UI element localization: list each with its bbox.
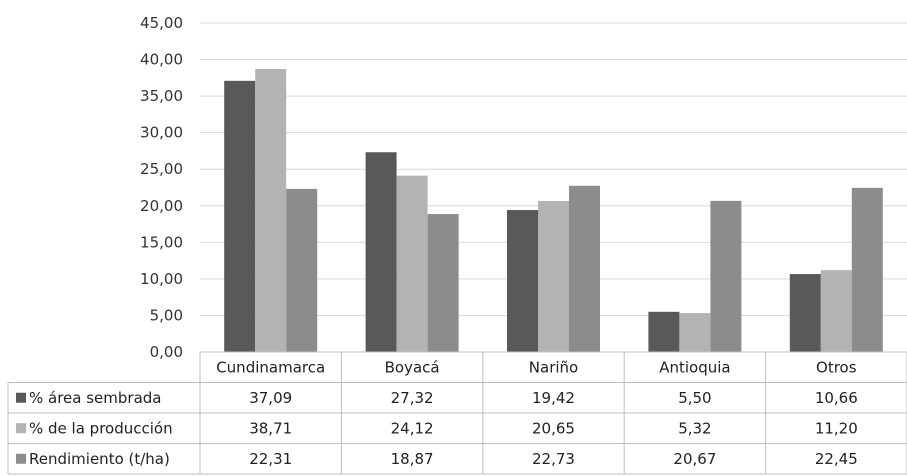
- data-label: 37,09: [249, 389, 292, 407]
- y-tick-label: 40,00: [140, 51, 183, 69]
- legend-swatch: [16, 453, 26, 464]
- y-axis: 0,00 5,00 10,00 15,00 20,00 25,00 30,00 35,00 40…: [140, 14, 183, 361]
- category-label: Antioquia: [659, 358, 730, 376]
- bar-3-2: [427, 214, 459, 352]
- bar-3-5: [851, 187, 883, 352]
- bar-1-3: [507, 210, 538, 352]
- data-label: 38,71: [249, 419, 292, 437]
- data-label: 27,32: [391, 389, 434, 407]
- data-label: 20,65: [532, 419, 575, 437]
- category-label: Cundinamarca: [216, 358, 325, 376]
- bar-1-4: [648, 311, 680, 352]
- data-label: 5,32: [678, 419, 711, 437]
- category-label: Boyacá: [385, 358, 440, 376]
- y-tick-label: 10,00: [140, 270, 183, 288]
- data-label: 22,31: [249, 450, 292, 468]
- legend-swatch: [16, 392, 26, 403]
- data-table: Cundinamarca Boyacá Nariño Antioquia Otros % …: [7, 351, 907, 475]
- bar-1-1: [224, 80, 256, 353]
- bar-2-5: [820, 270, 852, 352]
- bar-3-4: [710, 200, 742, 352]
- category-label: Otros: [816, 358, 857, 376]
- y-tick-label: 25,00: [140, 160, 183, 178]
- data-label: 5,50: [678, 389, 711, 407]
- data-label: 18,87: [391, 450, 434, 468]
- legend-swatch: [16, 423, 26, 434]
- y-tick-label: 30,00: [140, 124, 183, 142]
- bar-3-1: [286, 188, 318, 352]
- bars: [224, 68, 883, 353]
- bar-3-3: [569, 185, 600, 352]
- legend-label: Rendimiento (t/ha): [29, 450, 170, 468]
- y-tick-label: 45,00: [140, 14, 183, 32]
- bar-1-2: [365, 152, 397, 352]
- y-tick-label: 5,00: [150, 306, 183, 324]
- legend-label: % área sembrada: [29, 389, 162, 407]
- data-label: 20,67: [673, 450, 716, 468]
- y-tick-label: 15,00: [140, 233, 183, 251]
- y-tick-label: 35,00: [140, 87, 183, 105]
- data-label: 22,45: [815, 450, 858, 468]
- data-label: 10,66: [815, 389, 858, 407]
- bar-2-4: [679, 313, 711, 352]
- data-label: 11,20: [815, 419, 858, 437]
- data-label: 19,42: [532, 389, 575, 407]
- y-tick-label: 20,00: [140, 197, 183, 215]
- bar-1-5: [789, 274, 821, 352]
- bar-2-2: [396, 175, 428, 352]
- bar-2-1: [255, 68, 287, 353]
- data-label: 22,73: [532, 450, 575, 468]
- category-label: Nariño: [529, 358, 578, 376]
- data-label: 24,12: [391, 419, 434, 437]
- bar-2-3: [538, 201, 569, 352]
- legend-label: % de la producción: [29, 419, 173, 437]
- y-tick-label: 0,00: [150, 343, 183, 361]
